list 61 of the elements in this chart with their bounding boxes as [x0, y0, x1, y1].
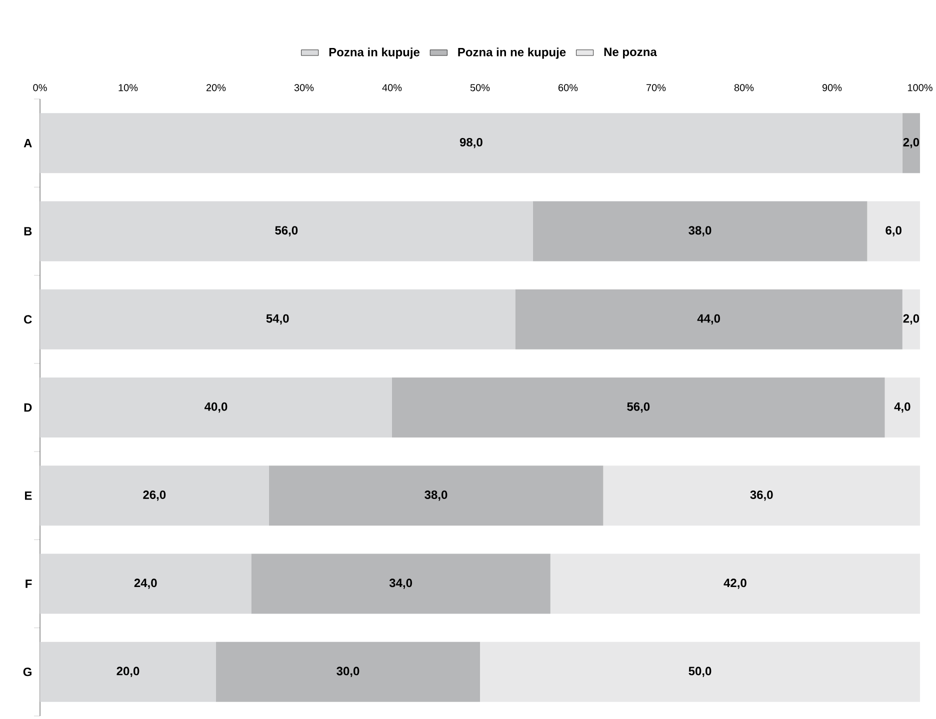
x-tick-label: 90%	[822, 84, 842, 92]
data-label: 24,0	[134, 578, 157, 589]
y-tick-label: B	[24, 227, 32, 236]
x-tick-label: 70%	[646, 84, 666, 92]
data-label: 54,0	[266, 314, 289, 324]
data-label: 44,0	[697, 314, 720, 324]
bar	[515, 289, 902, 350]
x-tick-label: 100%	[908, 84, 932, 92]
bar	[867, 201, 920, 262]
data-label: 56,0	[275, 226, 298, 236]
legend-label: Pozna in ne kupuje	[458, 48, 566, 59]
bar	[216, 642, 480, 702]
y-tick-label: A	[24, 138, 32, 148]
bar	[550, 554, 920, 614]
data-label: 20,0	[116, 666, 140, 678]
bar	[902, 289, 920, 350]
bar	[40, 201, 533, 262]
bar	[603, 466, 920, 526]
bar	[884, 377, 920, 438]
x-tick-label: 10%	[118, 84, 138, 92]
x-tick-label: 30%	[294, 84, 314, 92]
bar	[392, 377, 885, 438]
legend-label: Ne pozna	[604, 48, 657, 59]
y-tick-label: F	[26, 580, 32, 588]
data-label: 4,0	[894, 402, 910, 413]
data-label: 2,0	[903, 314, 920, 324]
y-tick-label: D	[24, 403, 32, 412]
y-tick-label: C	[24, 315, 32, 324]
data-label: 26,0	[143, 490, 166, 501]
data-label: 98,0	[460, 138, 482, 148]
data-label: 40,0	[204, 402, 228, 413]
data-label: 6,0	[886, 226, 902, 236]
bar	[902, 113, 920, 174]
data-label: 34,0	[389, 578, 412, 589]
bar	[40, 289, 516, 350]
x-tick-label: 40%	[382, 84, 402, 92]
bar	[268, 466, 604, 526]
x-tick-label: 50%	[470, 84, 490, 92]
y-tick-label: E	[25, 492, 32, 500]
bar	[40, 554, 252, 614]
bar	[40, 466, 269, 526]
data-label: 42,0	[724, 578, 746, 589]
data-label: 50,0	[688, 666, 712, 678]
x-tick-label: 80%	[734, 84, 754, 92]
bar	[251, 554, 550, 614]
data-label: 2,0	[903, 138, 920, 148]
x-tick-label: 0%	[33, 84, 47, 92]
data-label: 30,0	[336, 666, 360, 678]
bar	[40, 377, 392, 438]
x-tick-label: 20%	[206, 84, 226, 92]
bar	[40, 113, 902, 174]
data-label: 36,0	[750, 490, 773, 501]
legend-label: Pozna in kupuje	[329, 48, 420, 59]
data-label: 38,0	[688, 226, 712, 236]
bar	[40, 642, 216, 702]
y-tick-label: G	[23, 668, 32, 676]
data-label: 38,0	[424, 490, 448, 501]
bar	[532, 201, 868, 262]
data-label: 56,0	[627, 402, 650, 413]
bar	[480, 642, 920, 702]
x-tick-label: 60%	[558, 84, 578, 92]
